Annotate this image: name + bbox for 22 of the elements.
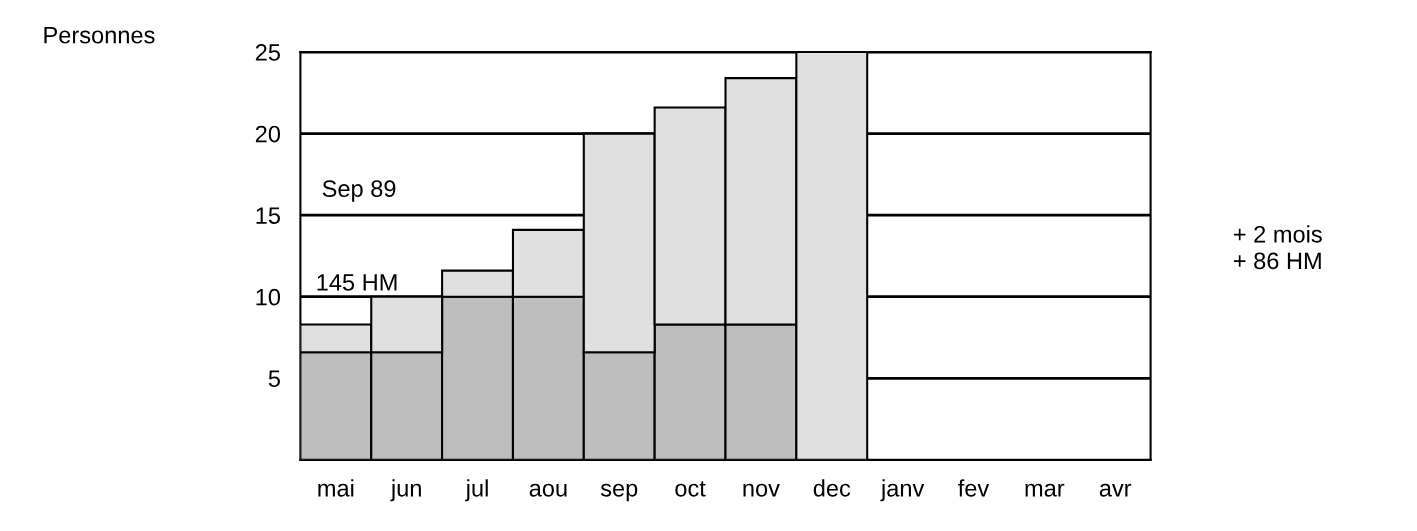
y-tick-label: 5 xyxy=(268,370,280,388)
y-tick-label: 10 xyxy=(256,288,281,306)
annotation: Sep 89 xyxy=(322,180,396,202)
text: + 86 HM xyxy=(1233,252,1321,270)
x-tick-label: aou xyxy=(529,483,567,497)
x-tick-label: mai xyxy=(318,479,354,497)
x-tick-label: jun xyxy=(390,479,421,502)
y-tick-label: 25 xyxy=(255,44,280,61)
y-axis-title: Personnes xyxy=(44,27,155,44)
annotation: 145 HM xyxy=(317,274,397,291)
x-tick-label: mar xyxy=(1025,483,1065,497)
x-tick-label: janv xyxy=(880,479,925,502)
x-tick-label: oct xyxy=(675,481,706,497)
x-tick-label: sep xyxy=(600,483,638,502)
x-tick-label: avr xyxy=(1099,483,1132,497)
x-tick-label: dec xyxy=(813,479,851,497)
y-tick-label: 15 xyxy=(256,207,280,224)
x-tick-label: fev xyxy=(958,479,990,497)
y-tick-label: 20 xyxy=(255,125,281,143)
text: + 2 mois xyxy=(1233,225,1322,243)
x-tick-label: jul xyxy=(465,479,488,502)
x-tick-label: nov xyxy=(743,483,780,497)
